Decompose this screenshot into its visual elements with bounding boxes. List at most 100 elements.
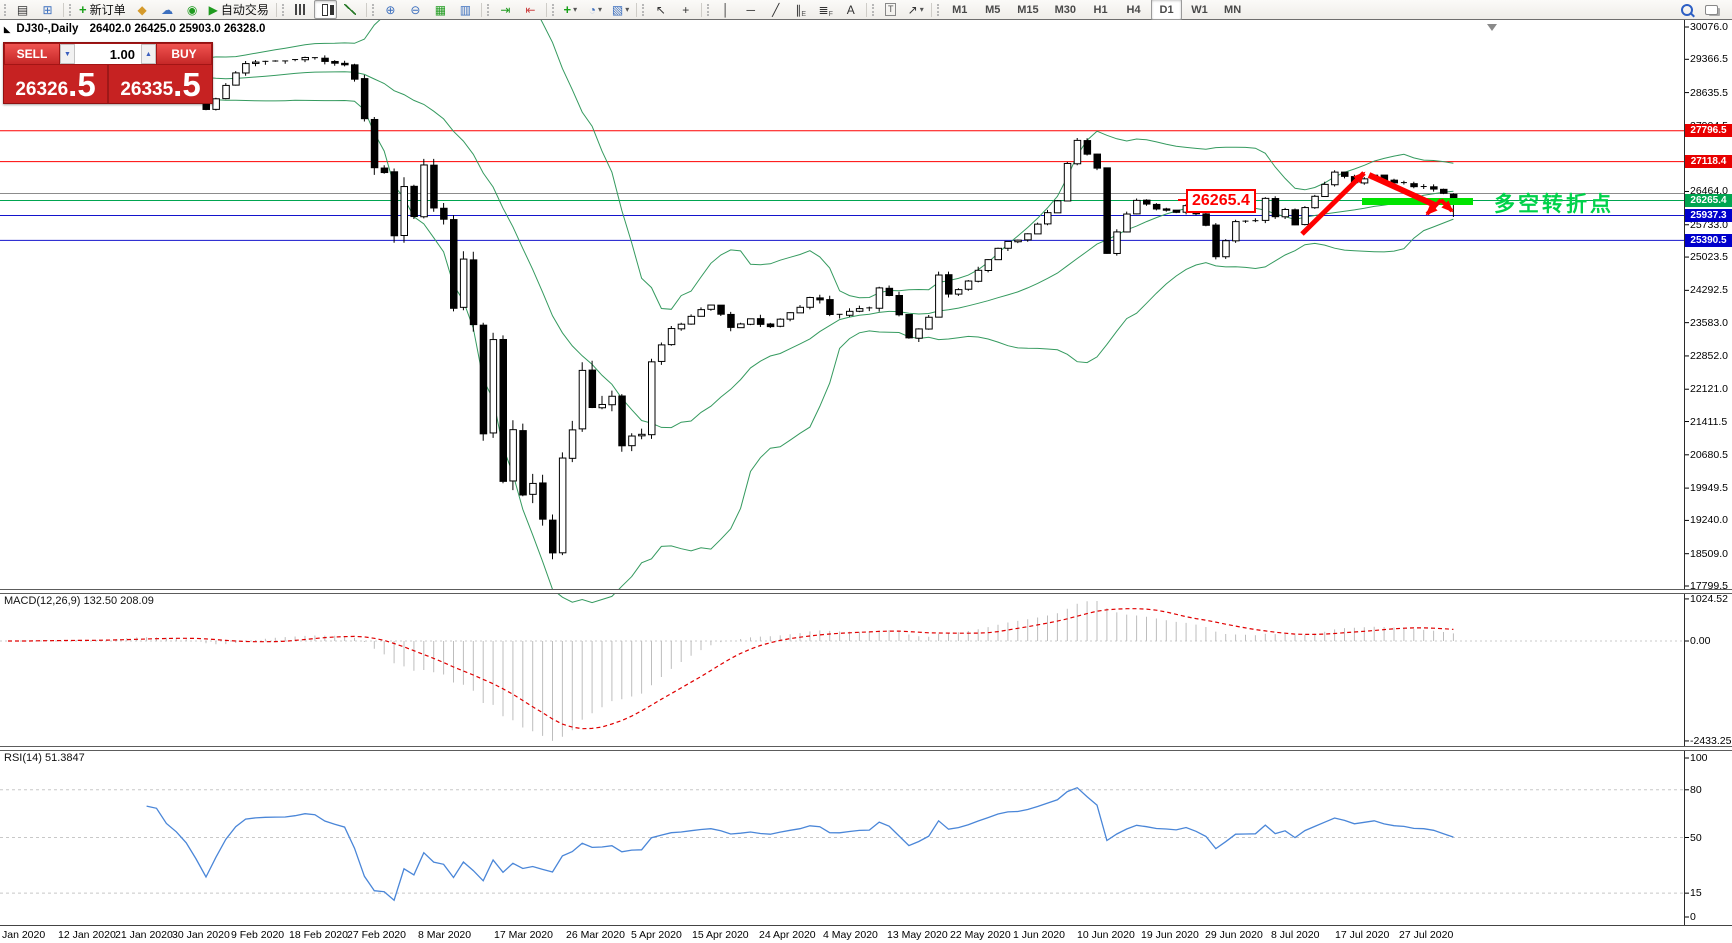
bull-candle — [796, 306, 804, 314]
annotation-red-arrow[interactable] — [1300, 171, 1366, 236]
timeframe-m30-button[interactable]: M30 — [1054, 3, 1077, 16]
timeframe-mn-button[interactable]: MN — [1224, 3, 1242, 16]
timeframe-h1-button[interactable]: H1 — [1093, 3, 1108, 16]
pane-separator-rsi[interactable] — [0, 746, 1732, 751]
toolbar-grip — [551, 3, 554, 16]
periods-icon: ◔ — [588, 2, 596, 17]
arrow-objects-dropdown-icon[interactable]: ▾ — [919, 5, 924, 14]
bear-candle — [1162, 208, 1171, 211]
tile-windows-button[interactable]: ▦ — [429, 0, 452, 19]
signals-button[interactable]: ◉ — [181, 0, 204, 19]
date-label: 8 Jul 2020 — [1271, 929, 1320, 941]
volume-up-button[interactable]: ▲ — [141, 44, 156, 64]
timeframe-m5-button[interactable]: M5 — [985, 3, 1001, 16]
cascade-windows-button[interactable]: ▥ — [454, 0, 477, 19]
rsi-line — [146, 786, 1454, 902]
price-line-label[interactable]: 26265.4 — [1685, 194, 1732, 207]
search-button[interactable] — [1675, 0, 1698, 19]
fibonacci-button[interactable]: ≣ F — [814, 0, 837, 19]
fibonacci-icon: ≣ — [818, 2, 829, 17]
templates-dropdown-icon[interactable]: ▾ — [625, 5, 630, 14]
bear-candle — [1083, 140, 1092, 155]
date-label: 18 Feb 2020 — [289, 929, 348, 941]
equidistant-channel-button[interactable]: ∥ E — [789, 0, 812, 19]
price-line-label[interactable]: 25390.5 — [1685, 233, 1732, 247]
annotation-price-box[interactable]: 26265.4 — [1186, 189, 1256, 213]
vertical-line-button[interactable]: │ — [714, 0, 737, 19]
sell-price[interactable]: 26326.5 — [4, 65, 107, 103]
ohlc-values: 26402.0 26425.0 25903.0 26328.0 — [89, 23, 266, 35]
bull-candle — [222, 84, 230, 100]
price-line-label[interactable]: 27118.4 — [1685, 155, 1732, 169]
annotation-green-bar[interactable] — [1362, 198, 1473, 205]
volume-down-button[interactable]: ▼ — [60, 44, 75, 64]
cursor-button[interactable]: ↖ — [649, 0, 672, 19]
annotation-red-arrow[interactable] — [1439, 198, 1454, 213]
crosshair-button[interactable]: + — [674, 0, 697, 19]
bull-candle — [786, 312, 795, 320]
chart-shift-marker-icon[interactable] — [1487, 24, 1497, 31]
bull-candle — [677, 323, 686, 330]
zoom-in-button[interactable]: ⊕ — [379, 0, 402, 19]
bull-candle — [648, 361, 656, 436]
new-order-label: 新订单 — [89, 3, 126, 17]
buy-button[interactable]: BUY — [156, 43, 212, 65]
auto-scroll-icon: ⇥ — [500, 2, 511, 17]
text-label-button[interactable]: T — [879, 0, 902, 19]
periods-dropdown-icon[interactable]: ▾ — [597, 5, 602, 14]
bear-candle — [1440, 188, 1448, 194]
price-line-label[interactable]: 27796.5 — [1685, 124, 1732, 138]
bull-candle — [707, 304, 715, 310]
bull-candle — [1281, 209, 1290, 218]
zoom-out-button[interactable]: ⊖ — [404, 0, 427, 19]
indicators-button[interactable]: + ▾ — [559, 0, 582, 19]
volume-stepper[interactable]: ▼ 1.00 ▲ — [60, 43, 156, 65]
auto-scroll-button[interactable]: ⇥ — [494, 0, 517, 19]
timeframe-w1-button[interactable]: W1 — [1191, 3, 1208, 16]
chart-window-button[interactable]: ▤ — [11, 0, 34, 19]
macd-tick-label: 0.00 — [1690, 635, 1711, 647]
annotation-red-arrow[interactable] — [1367, 172, 1439, 209]
buy-price[interactable]: 26335.5 — [107, 65, 212, 103]
new-order-button[interactable]: + 新订单 — [76, 0, 129, 19]
bull-candle — [1004, 240, 1012, 249]
periods-button[interactable]: ◔ ▾ — [584, 0, 607, 19]
marker-button[interactable]: ◆ — [131, 0, 154, 19]
date-label: 13 May 2020 — [887, 929, 948, 941]
timeframe-m1-button[interactable]: M1 — [952, 3, 968, 16]
volume-value[interactable]: 1.00 — [109, 46, 135, 62]
buy-price-pips: .5 — [173, 66, 201, 103]
horizontal-line-button[interactable]: ─ — [739, 0, 762, 19]
annotation-red-arrow[interactable] — [1427, 198, 1443, 214]
pane-separator-macd[interactable] — [0, 589, 1732, 594]
box-zoom-button[interactable]: ⊞ — [36, 0, 59, 19]
bull-candle — [1301, 207, 1309, 226]
chart-line-button[interactable] — [339, 0, 362, 19]
timeframe-d1-button[interactable]: D1 — [1151, 0, 1183, 20]
timeframe-m15-button[interactable]: M15 — [1017, 3, 1039, 16]
arrow-objects-button[interactable]: ↗ ▾ — [904, 0, 927, 19]
chat-button[interactable] — [1700, 0, 1723, 19]
bull-candle — [925, 316, 933, 330]
timeframe-h4-button[interactable]: H4 — [1126, 3, 1141, 16]
chart-bars-button[interactable] — [289, 0, 312, 19]
bear-candle — [588, 369, 597, 409]
sell-button[interactable]: SELL — [4, 43, 60, 65]
tile-windows-icon: ▦ — [434, 2, 447, 17]
buy-price-main: 26335 — [120, 79, 174, 100]
chart-shift-button[interactable]: ⇤ — [519, 0, 542, 19]
date-label: 27 Feb 2020 — [347, 929, 406, 941]
indicators-dropdown-icon[interactable]: ▾ — [573, 5, 578, 14]
macd-signal-line — [8, 608, 1454, 730]
community-button[interactable]: ☁ — [156, 0, 179, 19]
text-button[interactable]: A — [839, 0, 862, 19]
price-line-label[interactable]: 25937.3 — [1685, 208, 1732, 222]
chart-candles-button[interactable] — [313, 0, 337, 19]
templates-icon: ▧ — [611, 2, 624, 17]
templates-button[interactable]: ▧ ▾ — [609, 0, 632, 19]
auto-trading-button[interactable]: ▶ 自动交易 — [206, 0, 272, 19]
annotation-pivot-text[interactable]: 多空转折点 — [1494, 193, 1614, 216]
trendline-button[interactable]: ╱ — [764, 0, 787, 19]
cascade-windows-icon: ▥ — [459, 2, 472, 17]
